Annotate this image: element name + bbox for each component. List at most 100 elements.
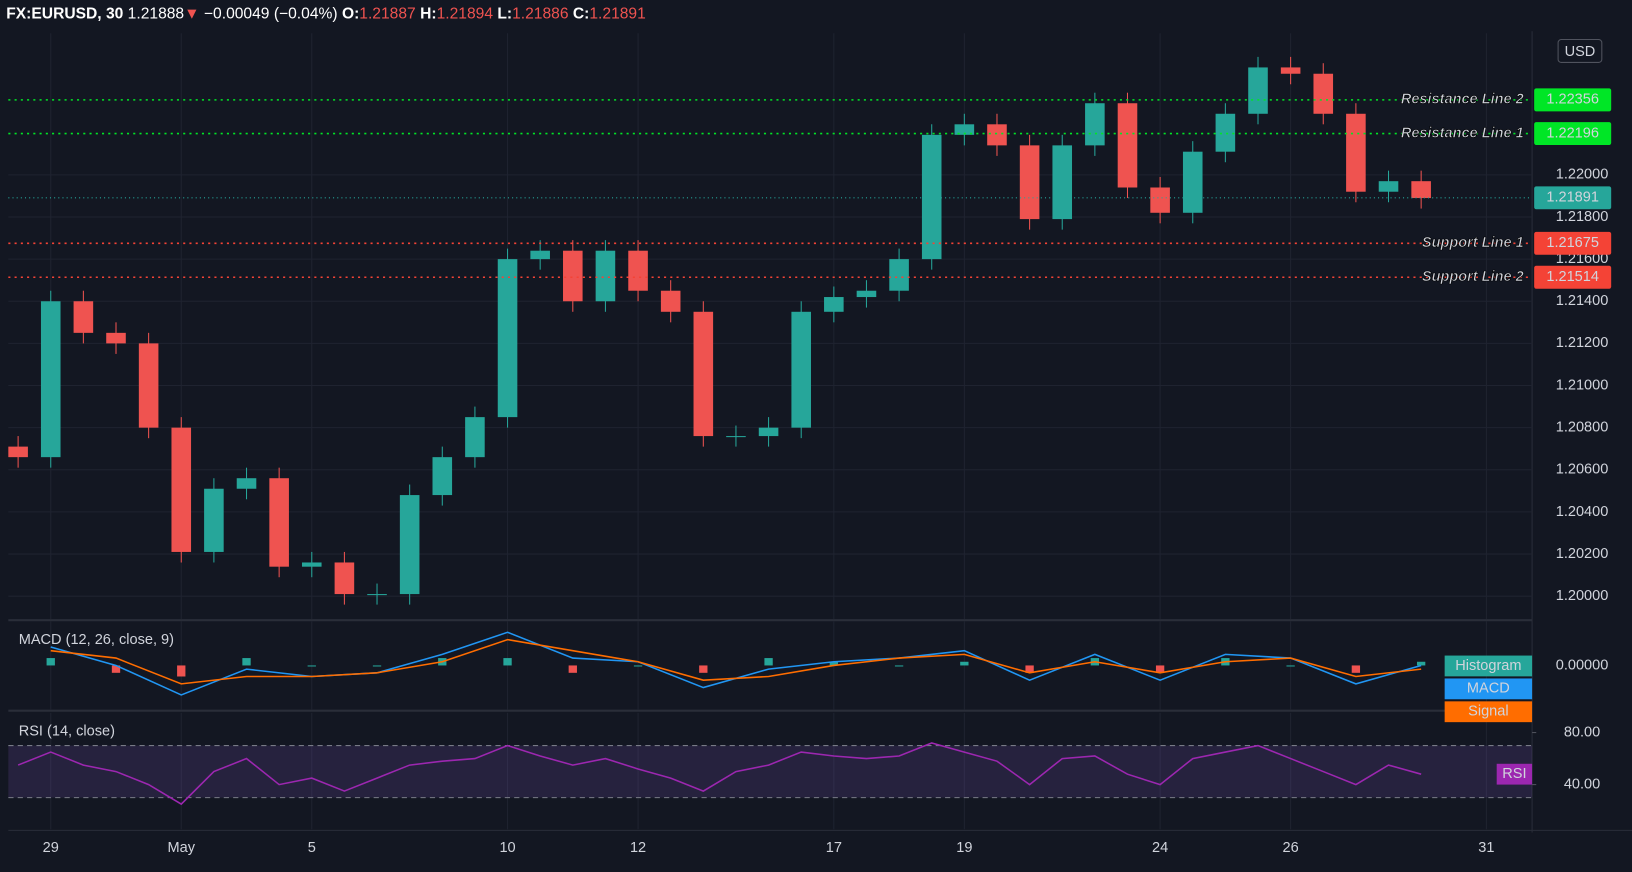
- x-tick-label: 17: [826, 840, 842, 856]
- histogram-bar: [960, 661, 969, 666]
- ohlc-value: 1.21891: [589, 6, 645, 23]
- x-tick-label: 12: [630, 840, 646, 856]
- candle-body: [236, 478, 257, 489]
- histogram-bar: [372, 665, 382, 667]
- level-name: Resistance Line 1: [1401, 125, 1524, 141]
- candle-body: [954, 124, 975, 135]
- change-arrow: ▼: [184, 6, 199, 23]
- histogram-bar: [242, 658, 251, 666]
- candle-body: [497, 259, 518, 418]
- histogram-bar: [111, 665, 121, 673]
- rsi-band: [8, 745, 1533, 798]
- candle-body: [1019, 145, 1040, 220]
- candle-body: [563, 250, 583, 302]
- symbol: FX:EURUSD, 30: [6, 6, 123, 23]
- level-tag: [1534, 231, 1612, 255]
- ohlc-value: 1.21886: [512, 6, 568, 23]
- rsi-line: [17, 742, 1422, 806]
- candle-body: [856, 290, 877, 298]
- y-tick-label: 1.21000: [1556, 377, 1609, 393]
- level-value: 1.22356: [1546, 92, 1599, 108]
- candle-body: [628, 250, 648, 291]
- candle-body: [693, 311, 714, 437]
- last-price-value: 1.21891: [1546, 190, 1599, 206]
- level-value: 1.22196: [1546, 125, 1599, 141]
- legend-tag: [1444, 655, 1533, 677]
- legend-label: Signal: [1468, 704, 1508, 720]
- candle-body: [1346, 113, 1366, 192]
- candle-body: [73, 301, 94, 333]
- histogram-bar: [1351, 665, 1361, 673]
- level-value: 1.21675: [1546, 235, 1599, 251]
- legend-label: RSI: [1502, 766, 1526, 782]
- candle-body: [171, 427, 192, 552]
- histogram-bar: [1416, 661, 1426, 666]
- histogram-bar: [503, 658, 512, 666]
- candle-body: [660, 290, 681, 312]
- last-price-tag: [1534, 186, 1612, 210]
- macd-line: [50, 638, 1422, 685]
- candle-body: [1411, 181, 1431, 199]
- legend-tag: [1444, 701, 1533, 723]
- candle-body: [1150, 187, 1170, 213]
- candle-body: [1117, 103, 1138, 188]
- y-tick-label: 1.20400: [1556, 504, 1609, 520]
- candle-body: [595, 250, 616, 302]
- level-tag: [1534, 265, 1612, 289]
- histogram-bar: [177, 665, 186, 677]
- change: −0.00049 (−0.04%): [204, 6, 338, 23]
- level-tag: [1534, 122, 1612, 146]
- y-tick-label: 40.00: [1564, 776, 1600, 792]
- level-name: Support Line 2: [1422, 269, 1524, 285]
- histogram-bar: [1155, 665, 1165, 673]
- candle-body: [269, 478, 289, 567]
- candle-body: [1378, 181, 1399, 192]
- candle-body: [1248, 67, 1268, 114]
- histogram-bar: [894, 665, 904, 667]
- x-tick-label: 29: [43, 840, 59, 856]
- candle-body: [204, 488, 224, 552]
- x-tick-label: 19: [956, 840, 972, 856]
- x-tick-label: 24: [1152, 840, 1168, 856]
- histogram-bar: [307, 665, 316, 667]
- candle-body: [367, 594, 387, 596]
- legend-tag: [1444, 678, 1533, 700]
- y-tick-label: 1.21800: [1556, 209, 1609, 225]
- pane-title: MACD (12, 26, close, 9): [19, 632, 174, 648]
- candle-body: [1313, 73, 1334, 114]
- candle-body: [138, 343, 159, 428]
- legend-label: MACD: [1467, 681, 1510, 697]
- level-tag: [1534, 88, 1612, 112]
- candle-body: [465, 417, 485, 458]
- candle-body: [399, 495, 420, 595]
- candle-body: [40, 301, 61, 458]
- y-tick-label: 1.21600: [1556, 251, 1609, 267]
- y-tick-label: 80.00: [1564, 724, 1600, 740]
- x-tick-label: 31: [1478, 840, 1494, 856]
- histogram-bar: [829, 661, 838, 666]
- candle-body: [1052, 145, 1073, 220]
- candle-body: [1085, 103, 1105, 146]
- level-name: Resistance Line 2: [1401, 92, 1524, 108]
- y-tick-label: 1.20800: [1556, 419, 1609, 435]
- x-tick-label: 26: [1283, 840, 1299, 856]
- ohlc-label: O:: [342, 6, 359, 23]
- y-tick-label: 1.21400: [1556, 293, 1609, 309]
- candle-body: [1182, 151, 1203, 213]
- histogram-bar: [699, 665, 708, 673]
- pane-title: RSI (14, close): [19, 723, 115, 739]
- x-tick-label: 10: [499, 840, 515, 856]
- candle-body: [824, 297, 844, 312]
- candle-body: [530, 250, 550, 260]
- ohlc-label: L:: [497, 6, 512, 23]
- candle-body: [791, 311, 811, 428]
- last-price: 1.21888: [128, 6, 184, 23]
- legend-label: Histogram: [1455, 658, 1521, 674]
- legend-tag: [1496, 763, 1533, 785]
- histogram-bar: [568, 665, 577, 673]
- candle-body: [301, 562, 322, 567]
- ohlc-value: 1.21894: [437, 6, 494, 23]
